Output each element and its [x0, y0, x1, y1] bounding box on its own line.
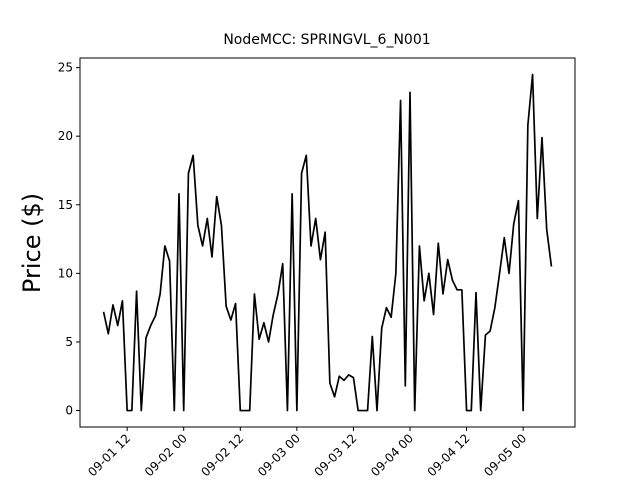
x-tick-label: 09-01 12 [85, 431, 133, 479]
x-tick-label: 09-02 12 [198, 431, 246, 479]
x-tick-label: 09-02 00 [142, 431, 190, 479]
y-tick-label: 5 [65, 335, 73, 349]
chart-title: NodeMCC: SPRINGVL_6_N001 [223, 32, 430, 48]
x-tick-label: 09-04 00 [368, 431, 416, 479]
plot-frame [79, 57, 576, 428]
y-tick-label: 10 [58, 266, 73, 280]
y-tick-label: 25 [58, 61, 73, 75]
price-line [102, 73, 553, 412]
x-tick-label: 09-03 00 [255, 431, 303, 479]
y-tick-label: 0 [65, 404, 73, 418]
x-tick-label: 09-05 00 [481, 431, 529, 479]
x-tick-label: 09-03 12 [311, 431, 359, 479]
y-axis-label: Price ($) [18, 193, 46, 293]
y-tick-label: 15 [58, 198, 73, 212]
x-tick-label: 09-04 12 [425, 431, 473, 479]
y-tick-label: 20 [58, 129, 73, 143]
